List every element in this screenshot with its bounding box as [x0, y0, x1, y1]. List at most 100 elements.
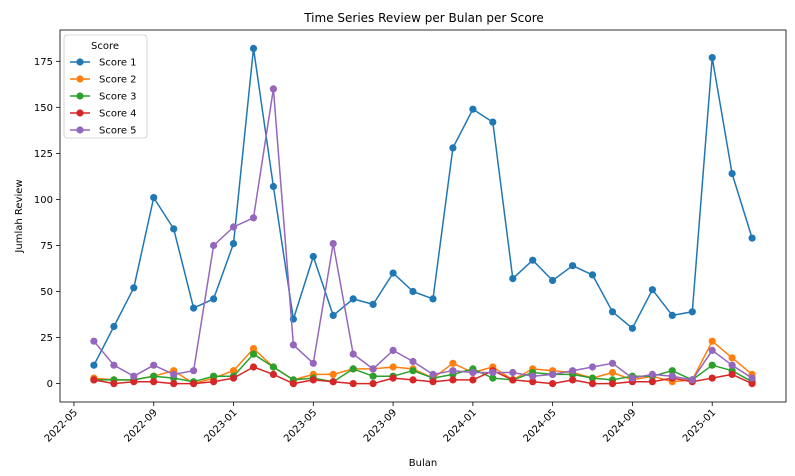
y-tick-label: 175: [34, 57, 53, 68]
data-point: [648, 286, 657, 294]
series-4: [90, 363, 756, 388]
data-point: [608, 308, 617, 316]
data-point: [349, 295, 357, 303]
data-point: [210, 378, 218, 386]
data-point: [429, 378, 437, 386]
data-point: [608, 380, 617, 388]
data-point: [449, 359, 457, 367]
data-point: [529, 378, 537, 386]
x-axis-title: Bulan: [409, 458, 437, 469]
data-point: [708, 54, 716, 62]
legend-marker: [76, 126, 84, 134]
data-point: [668, 311, 676, 319]
data-point: [569, 376, 577, 384]
data-point: [529, 372, 537, 380]
legend: Score Score 1 Score 2 Score 3 Score 4 Score …: [63, 34, 148, 139]
data-point: [309, 252, 317, 261]
data-point: [150, 361, 158, 369]
data-point: [190, 304, 198, 312]
data-point: [369, 365, 377, 373]
data-point: [409, 357, 417, 366]
data-point: [349, 350, 357, 358]
legend-marker: [76, 58, 84, 66]
data-point: [90, 337, 98, 345]
series-line: [93, 88, 753, 381]
data-point: [449, 376, 457, 384]
y-axis: 0 25 50 75 100 125 150 175: [34, 57, 60, 390]
series-2: [90, 337, 756, 388]
data-point: [229, 240, 238, 248]
data-point: [170, 380, 178, 388]
data-point: [549, 370, 557, 378]
legend-marker: [76, 109, 84, 117]
data-point: [249, 350, 258, 358]
data-point: [369, 372, 377, 380]
legend-item: Score 1: [70, 58, 137, 69]
data-point: [509, 275, 517, 283]
legend-label: Score 5: [99, 126, 137, 137]
data-point: [668, 372, 676, 380]
data-point: [389, 346, 397, 354]
data-point: [210, 372, 218, 380]
data-point: [628, 374, 637, 382]
data-point: [688, 308, 696, 316]
data-point: [748, 374, 756, 382]
data-point: [748, 380, 756, 388]
data-point: [349, 380, 357, 388]
data-point: [409, 376, 417, 384]
legend-item: Score 2: [70, 75, 137, 86]
data-point: [588, 363, 597, 371]
data-point: [708, 374, 716, 382]
data-point: [309, 359, 317, 367]
data-point: [688, 376, 696, 384]
data-point: [369, 300, 377, 308]
y-tick-label: 75: [40, 241, 53, 252]
data-point: [369, 380, 377, 388]
x-tick-label: 2022-09: [123, 407, 160, 444]
data-point: [728, 354, 736, 362]
data-point: [529, 256, 537, 264]
data-point: [708, 346, 716, 354]
data-point: [130, 372, 138, 380]
legend-marker: [76, 92, 84, 100]
series-line: [93, 340, 753, 385]
data-point: [269, 363, 277, 371]
data-point: [569, 367, 577, 375]
y-tick-label: 125: [34, 149, 53, 160]
data-point: [269, 182, 277, 191]
y-tick-label: 150: [34, 103, 53, 114]
data-point: [648, 378, 657, 386]
legend-label: Score 4: [99, 109, 137, 120]
data-point: [190, 367, 198, 375]
data-point: [329, 378, 337, 386]
data-point: [429, 295, 437, 303]
data-point: [588, 374, 597, 382]
data-point: [489, 118, 497, 126]
data-point: [229, 374, 238, 382]
data-point: [728, 370, 736, 378]
data-point: [249, 44, 258, 53]
data-point: [469, 376, 477, 384]
data-point: [90, 361, 98, 369]
legend-label: Score 2: [99, 75, 137, 86]
data-point: [489, 374, 497, 382]
legend-item: Score 3: [70, 92, 137, 103]
data-point: [170, 225, 178, 233]
data-point: [150, 194, 158, 202]
chart-title: Time Series Review per Bulan per Score: [303, 11, 544, 25]
legend-item: Score 4: [70, 109, 137, 120]
data-point: [389, 363, 397, 371]
data-point: [748, 234, 756, 242]
data-point: [110, 322, 118, 331]
data-point: [90, 376, 98, 384]
data-point: [329, 370, 337, 378]
y-tick-label: 25: [40, 333, 53, 344]
data-point: [628, 324, 637, 332]
data-point: [449, 144, 457, 152]
data-point: [329, 240, 337, 248]
data-point: [728, 361, 736, 369]
data-point: [130, 284, 138, 292]
data-point: [249, 214, 258, 222]
data-point: [668, 367, 676, 375]
